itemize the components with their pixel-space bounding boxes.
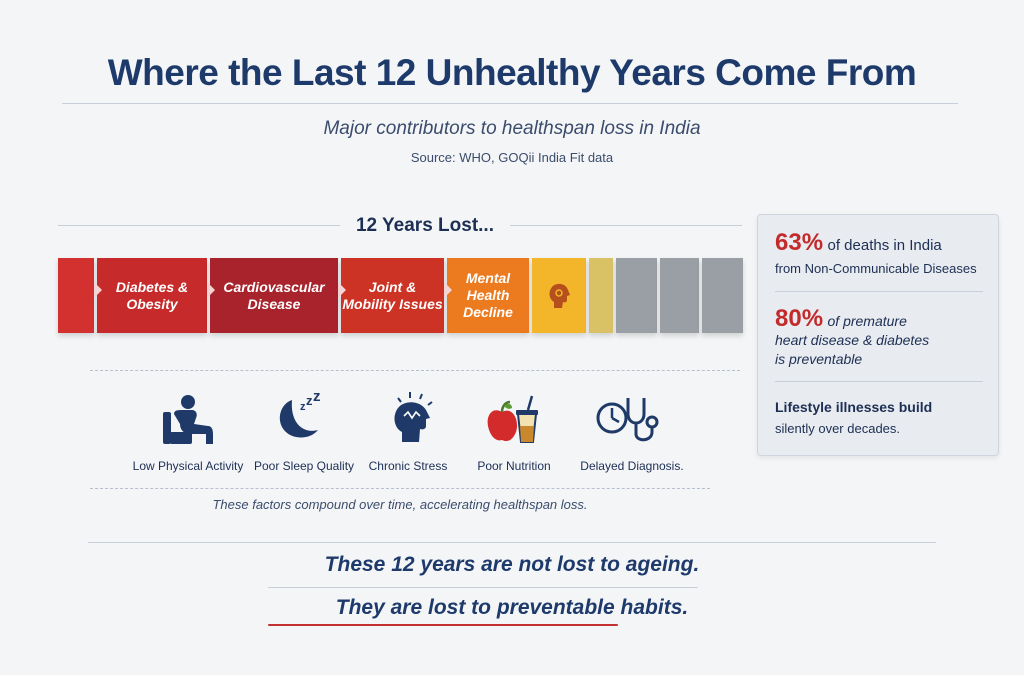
- stats-panel: 63% of deaths in India from Non-Communic…: [757, 214, 999, 456]
- stressed-head-icon: [394, 392, 433, 442]
- years-divider-left: [58, 225, 340, 226]
- bar-segment-mental: Mental Health Decline: [447, 258, 529, 333]
- factor-label-diagnosis: Delayed Diagnosis.: [580, 459, 684, 473]
- svg-text:z: z: [313, 390, 321, 405]
- stat-deaths-line2: from Non-Communicable Diseases: [775, 261, 977, 276]
- bar-segment-cardiovascular: Cardiovascular Disease: [210, 258, 338, 333]
- bar-segment-joint: Joint & Mobility Issues: [341, 258, 444, 333]
- factor-label-nutrition: Poor Nutrition: [477, 459, 551, 473]
- title-divider: [62, 103, 958, 104]
- head-profile-icon: [549, 283, 570, 308]
- stat-preventable: 80% of premature: [775, 305, 907, 333]
- stat-lifestyle-line1: Lifestyle illnesses build: [775, 399, 933, 415]
- person-sitting-icon: [163, 395, 213, 444]
- factor-label-physical: Low Physical Activity: [132, 459, 244, 473]
- page-title: Where the Last 12 Unhealthy Years Come F…: [107, 52, 917, 93]
- arrow-notch: [94, 282, 102, 298]
- arrow-notch: [207, 282, 215, 298]
- bar-segment-start: [58, 258, 94, 333]
- stats-divider: [775, 291, 983, 292]
- closing-underline: [268, 624, 618, 626]
- years-lost-heading: 12 Years Lost...: [355, 215, 494, 236]
- arrow-notch: [444, 282, 452, 298]
- stat-preventable-line3: is preventable: [775, 351, 863, 367]
- stat-deaths-value: 63%: [775, 229, 824, 256]
- years-divider-right: [510, 225, 742, 226]
- bar-segment-tan: [589, 258, 613, 333]
- factor-label-sleep: Poor Sleep Quality: [253, 459, 355, 473]
- bar-segment-diabetes: Diabetes & Obesity: [97, 258, 207, 333]
- stat-preventable-line2: heart disease & diabetes: [775, 332, 930, 348]
- source-note: Source: WHO, GOQii India Fit data: [410, 150, 614, 165]
- stat-preventable-text: of premature: [827, 313, 907, 329]
- bar-segment-head: [532, 258, 586, 333]
- arrow-notch: [338, 282, 346, 298]
- stat-lifestyle-line2: silently over decades.: [775, 421, 901, 436]
- svg-text:z: z: [300, 401, 306, 413]
- svg-text:z: z: [306, 393, 313, 408]
- bar-segment-grey-2: [660, 258, 699, 333]
- closing-divider: [88, 542, 936, 543]
- bar-segment-grey-3: [702, 258, 743, 333]
- stat-deaths: 63% of deaths in India: [775, 229, 942, 257]
- moon-sleep-icon: z z z: [279, 390, 321, 438]
- dotted-divider: [90, 370, 740, 371]
- factor-label-stress: Chronic Stress: [368, 459, 448, 473]
- stat-deaths-text: of deaths in India: [827, 237, 942, 254]
- compound-note: These factors compound over time, accele…: [212, 497, 588, 512]
- apple-drink-icon: [487, 395, 538, 443]
- dotted-divider: [90, 488, 710, 489]
- closing-line-2: They are lost to preventable habits.: [335, 596, 689, 619]
- subtitle: Major contributors to healthspan loss in…: [323, 118, 701, 139]
- stat-preventable-value: 80%: [775, 305, 824, 332]
- stats-divider: [775, 381, 983, 382]
- clock-stethoscope-icon: [596, 398, 659, 442]
- bar-segment-grey-1: [616, 258, 657, 333]
- closing-rule: [268, 587, 698, 588]
- closing-line-1: These 12 years are not lost to ageing.: [324, 553, 700, 576]
